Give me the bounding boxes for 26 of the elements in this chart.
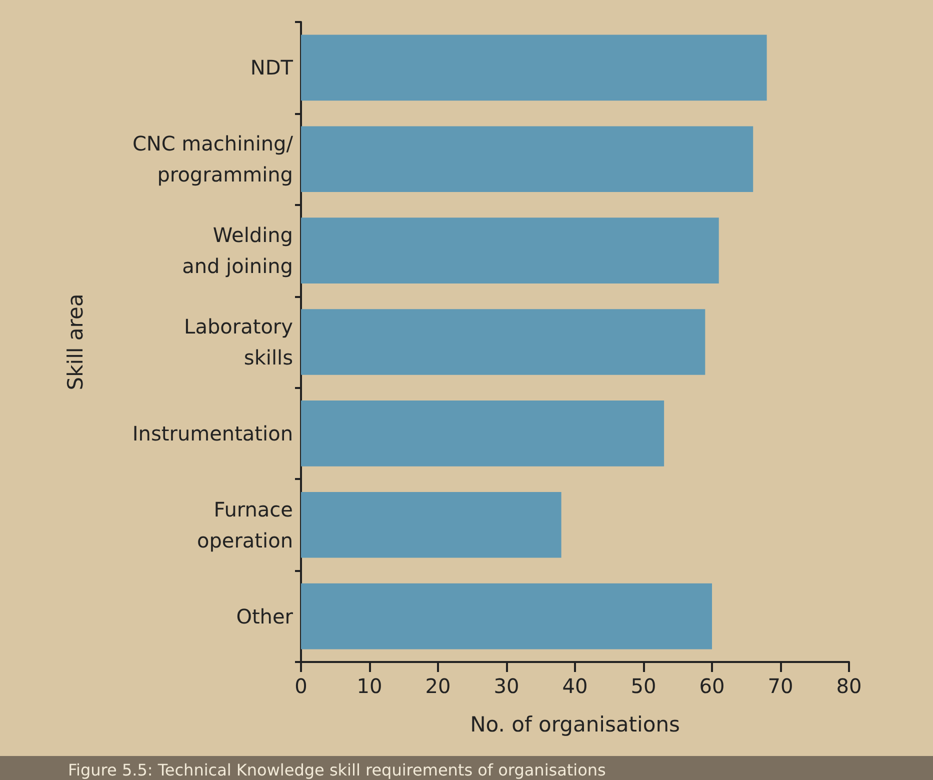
y-tick-label: Laboratory skills [184, 314, 294, 370]
bar [301, 126, 754, 192]
y-tick-label: Instrumentation [132, 421, 293, 446]
x-tick-label: 30 [494, 674, 520, 698]
bar [301, 492, 562, 558]
bar [301, 218, 719, 284]
bar [301, 583, 712, 650]
caption: Figure 5.5: Technical Knowledge skill requirements of organisations [68, 760, 606, 780]
x-tick-label: 70 [768, 674, 794, 698]
y-tick-label: Other [236, 604, 294, 628]
x-tick-label: 0 [294, 674, 308, 698]
x-tick-label: 60 [699, 674, 725, 698]
y-tick-label: Furnace operation [196, 497, 293, 552]
bar [301, 309, 706, 375]
bar [301, 34, 767, 101]
x-tick-label: 40 [562, 674, 588, 698]
x-axis-title: No. of organisations [470, 712, 680, 736]
bar [301, 400, 664, 466]
y-tick-label: CNC machining/ programming [132, 132, 294, 187]
x-tick-label: 80 [836, 674, 862, 698]
y-tick-label: NDT [250, 56, 294, 80]
y-axis-title: Skill area [64, 294, 88, 390]
y-tick-label: Welding and joining [182, 223, 293, 278]
x-tick-label: 50 [630, 674, 656, 698]
x-tick-label: 20 [425, 674, 451, 698]
x-tick-label: 10 [356, 674, 382, 698]
